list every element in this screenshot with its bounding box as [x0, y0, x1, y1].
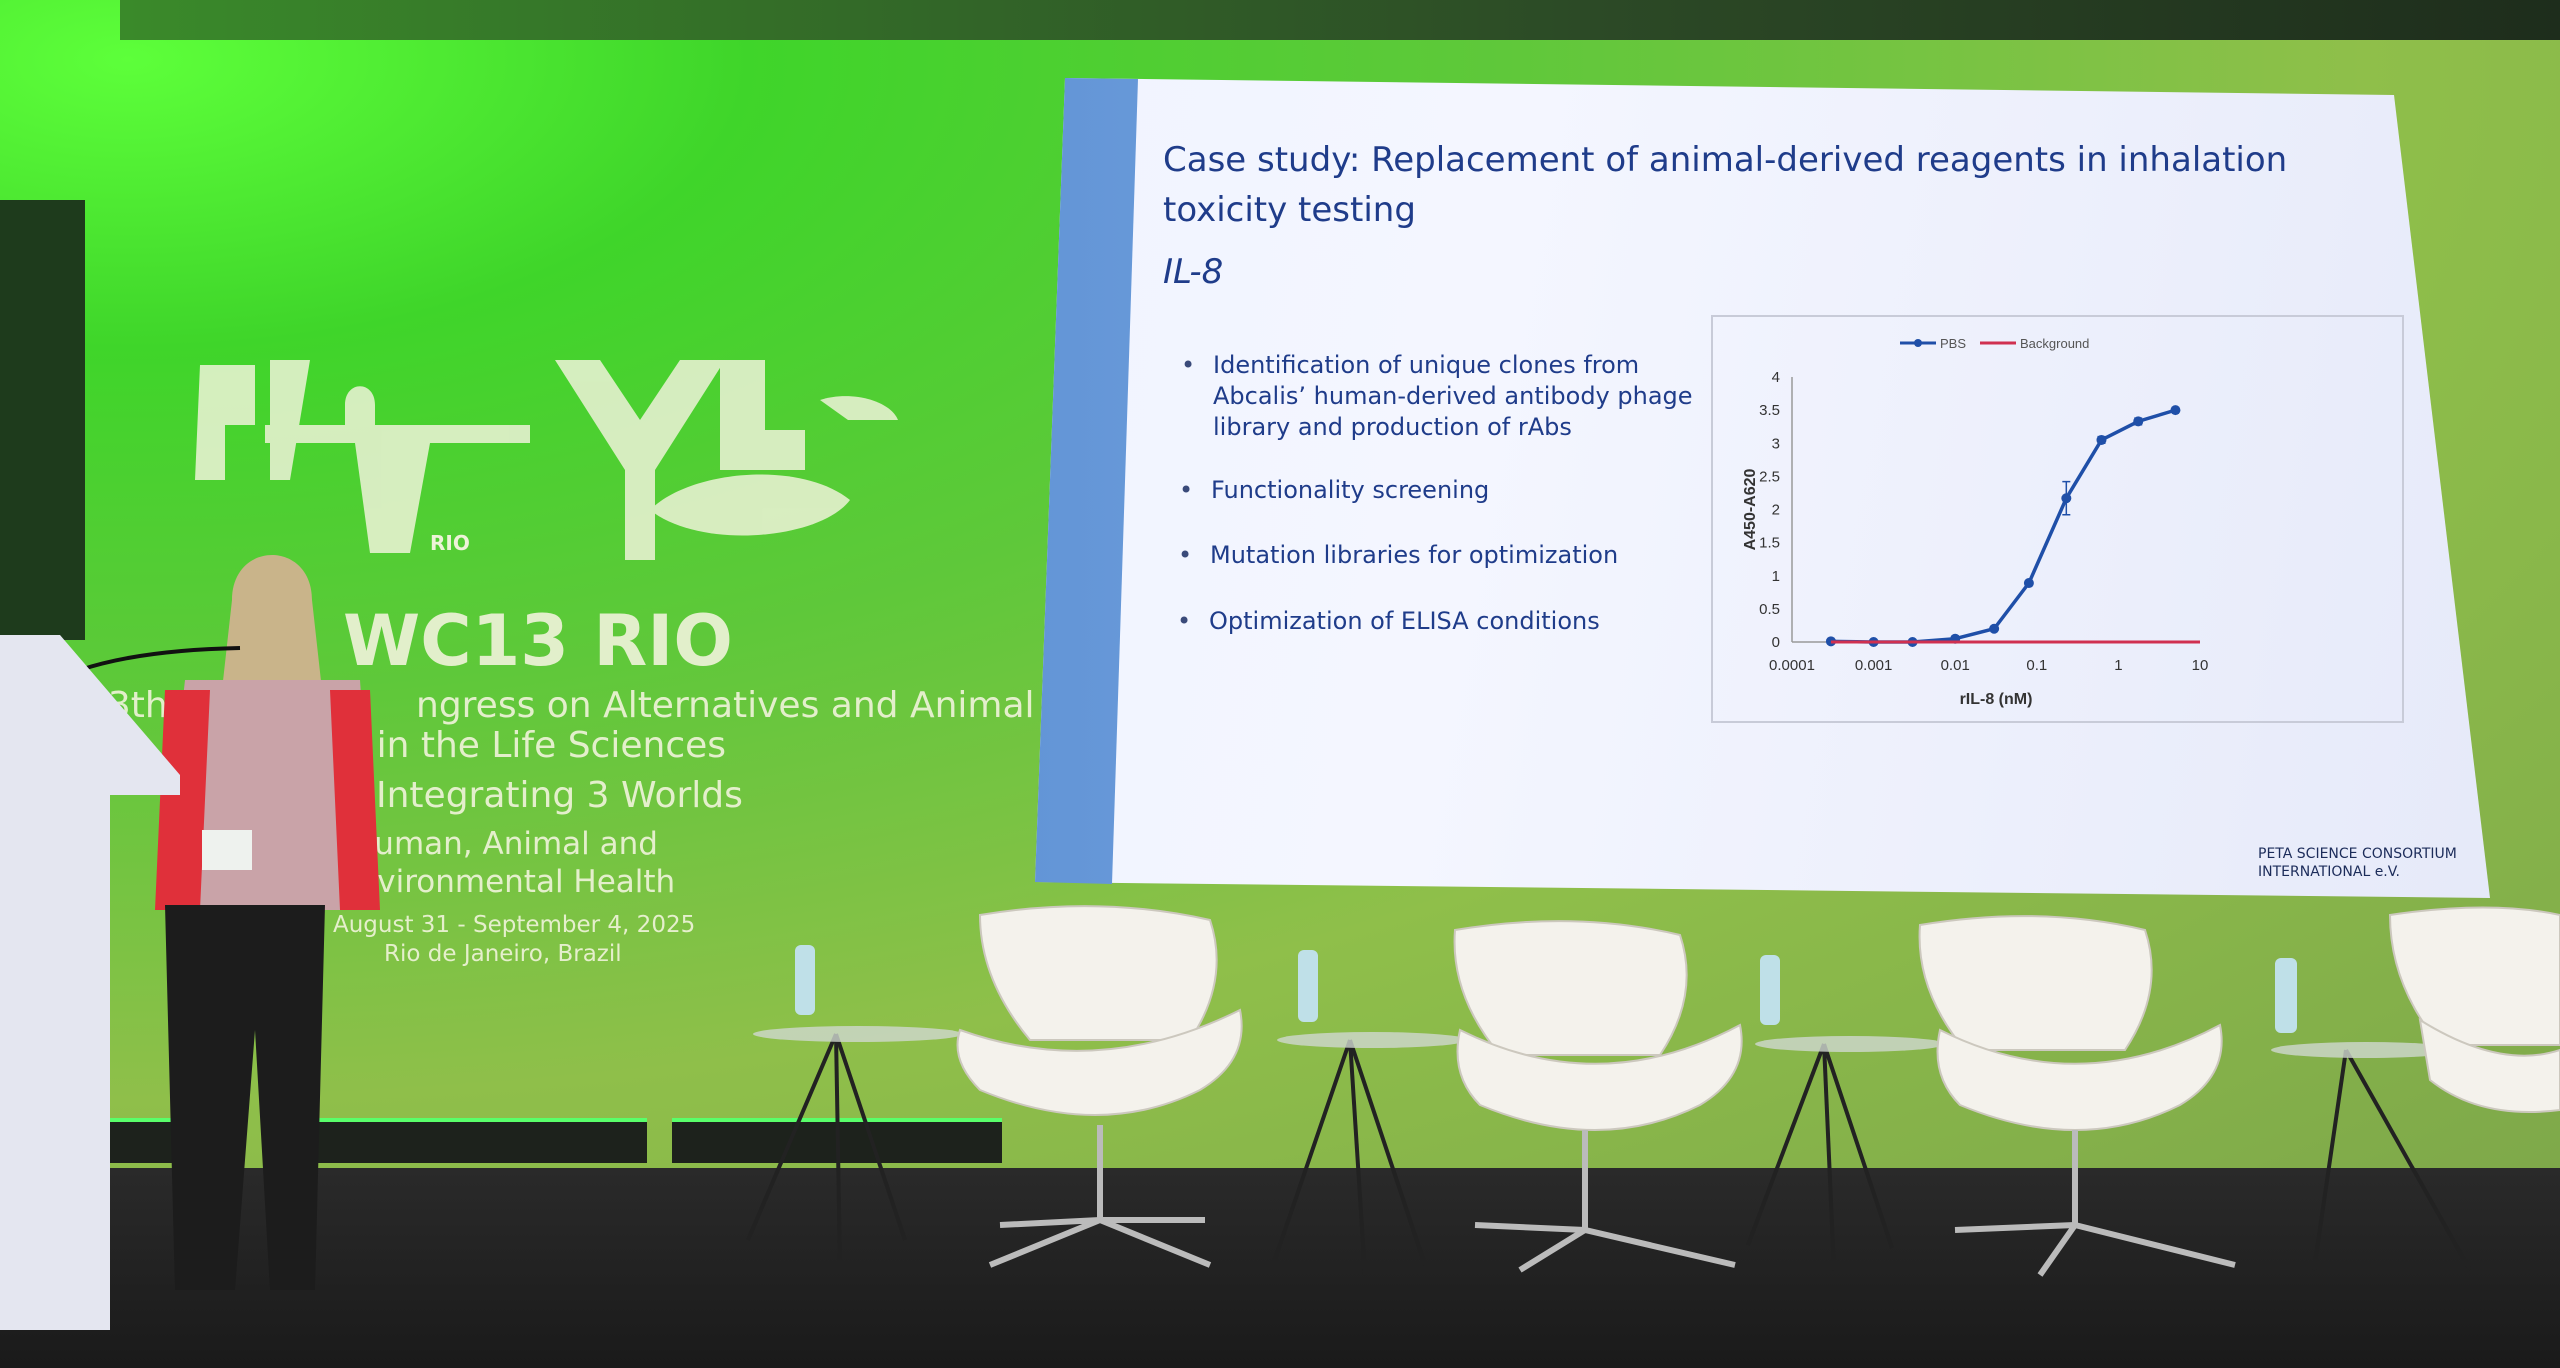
- y-tick-label: 0: [1772, 634, 1780, 651]
- legend-label: Background: [2020, 336, 2089, 351]
- slide-title-line1: Case study: Replacement of animal-derive…: [1163, 140, 2288, 180]
- x-tick-label: 0.0001: [1769, 657, 1815, 674]
- ceiling-strip: [120, 0, 2560, 40]
- chart-frame: [1711, 315, 2404, 723]
- bullet-4: Optimization of ELISA conditions: [1177, 607, 1600, 635]
- stage-light: [312, 1118, 647, 1163]
- slide-subtitle: IL-8: [1163, 252, 1224, 292]
- data-point: [2023, 578, 2034, 589]
- x-tick-label: 10: [2192, 657, 2209, 674]
- y-tick-label: 1: [1772, 568, 1780, 585]
- peta-logo-line1: PETA SCIENCE CONSORTIUM: [2258, 846, 2457, 862]
- slide-title-line2: toxicity testing: [1163, 190, 1416, 230]
- event-dates: August 31 - September 4, 2025: [333, 912, 696, 938]
- x-tick-label: 0.1: [2026, 657, 2047, 674]
- bullet-3: Mutation libraries for optimization: [1178, 541, 1618, 569]
- bullet-1-line: library and production of rAbs: [1213, 413, 1572, 441]
- side-tables: [746, 1033, 2472, 1276]
- y-tick-label: 4: [1772, 369, 1780, 386]
- y-tick-label: 3: [1772, 435, 1780, 452]
- data-point: [1989, 623, 2000, 634]
- y-tick-label: 0.5: [1759, 601, 1780, 618]
- data-point: [2170, 405, 2181, 416]
- water-bottles: [795, 945, 2297, 1033]
- event-location: Rio de Janeiro, Brazil: [384, 941, 622, 967]
- y-tick-label: 1.5: [1759, 535, 1780, 552]
- bullet-1-line: Identification of unique clones from: [1213, 351, 1640, 379]
- y-tick-label: 2.5: [1759, 468, 1780, 485]
- bullet-2: Functionality screening: [1179, 476, 1489, 504]
- y-tick-label: 2: [1772, 502, 1780, 519]
- event-name: WC13 RIO: [343, 600, 733, 682]
- backdrop-line3: Integrating 3 Worlds: [376, 775, 743, 816]
- lounge-chairs: [956, 905, 2560, 1277]
- podium: [0, 635, 180, 1330]
- bullet-1: Identification of unique clones from Abc…: [1181, 350, 1693, 443]
- data-point: [2133, 416, 2144, 427]
- x-tick-label: 1: [2114, 657, 2122, 674]
- peta-logo-line2: INTERNATIONAL e.V.: [2258, 864, 2400, 880]
- backdrop-line1-right: ngress on Alternatives and Animal: [416, 685, 1035, 726]
- y-tick-label: 3.5: [1759, 402, 1780, 419]
- x-tick-label: 0.001: [1855, 657, 1893, 674]
- stage-floor: [0, 1168, 2560, 1368]
- backdrop-line4: Human, Animal and: [351, 826, 658, 862]
- x-tick-label: 0.01: [1941, 657, 1970, 674]
- microphone-arm: [79, 646, 241, 672]
- logo-rio-text: RIO: [430, 531, 470, 555]
- x-axis-label: rIL-8 (nM): [1960, 691, 2033, 708]
- dark-side-panel: [0, 200, 85, 640]
- data-point: [2061, 493, 2072, 504]
- backdrop-line2: e in the Life Sciences: [343, 725, 727, 766]
- table-tops: [753, 1026, 2461, 1058]
- y-axis-label: A450-A620: [1742, 468, 1759, 550]
- data-point: [2096, 434, 2107, 445]
- backdrop-line5: Environmental Health: [338, 864, 676, 900]
- legend-label: PBS: [1940, 336, 1966, 351]
- speaker: [155, 555, 380, 1290]
- bullet-1-line: Abcalis’ human-derived antibody phage: [1213, 382, 1693, 410]
- legend-marker: [1914, 339, 1922, 347]
